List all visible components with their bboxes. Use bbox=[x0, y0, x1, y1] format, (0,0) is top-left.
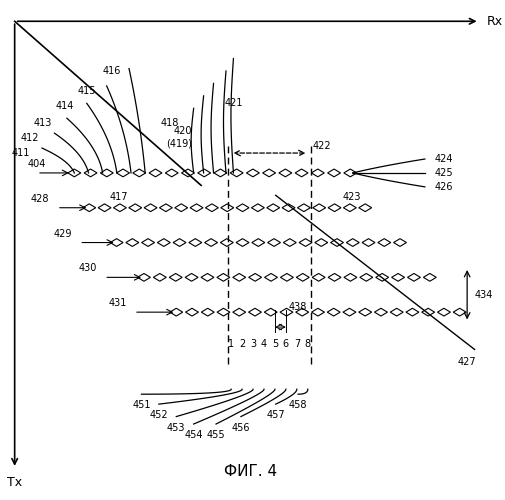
Text: (419): (419) bbox=[166, 138, 192, 148]
Text: 8: 8 bbox=[305, 340, 311, 349]
Text: 414: 414 bbox=[56, 101, 74, 111]
Text: Tx: Tx bbox=[7, 476, 22, 489]
Text: 454: 454 bbox=[184, 430, 203, 440]
Text: 413: 413 bbox=[33, 118, 52, 128]
Text: 416: 416 bbox=[102, 66, 121, 76]
Text: 420: 420 bbox=[174, 126, 192, 136]
Text: 3: 3 bbox=[250, 340, 256, 349]
Text: 456: 456 bbox=[232, 422, 250, 432]
Text: Rx: Rx bbox=[487, 15, 503, 28]
Text: 417: 417 bbox=[110, 192, 128, 202]
Text: 430: 430 bbox=[78, 264, 96, 274]
Text: 422: 422 bbox=[313, 140, 332, 150]
Text: 5: 5 bbox=[272, 340, 278, 349]
Text: 429: 429 bbox=[54, 228, 72, 238]
Text: 4: 4 bbox=[261, 340, 267, 349]
Text: 457: 457 bbox=[267, 410, 285, 420]
Text: 1: 1 bbox=[228, 340, 234, 349]
Text: 438: 438 bbox=[288, 302, 307, 312]
Text: 458: 458 bbox=[289, 400, 308, 410]
Text: 415: 415 bbox=[77, 86, 96, 96]
Text: 431: 431 bbox=[108, 298, 127, 308]
Text: 7: 7 bbox=[294, 340, 300, 349]
Text: 412: 412 bbox=[21, 133, 39, 143]
Text: 453: 453 bbox=[167, 422, 185, 432]
Text: 426: 426 bbox=[435, 182, 453, 192]
Text: 421: 421 bbox=[224, 98, 243, 108]
Text: 452: 452 bbox=[149, 410, 168, 420]
Text: 451: 451 bbox=[132, 400, 150, 410]
Text: 425: 425 bbox=[435, 168, 453, 178]
Text: 455: 455 bbox=[207, 430, 225, 440]
Text: 428: 428 bbox=[31, 194, 49, 204]
Text: ФИГ. 4: ФИГ. 4 bbox=[224, 464, 277, 479]
Text: 424: 424 bbox=[435, 154, 453, 164]
Text: 418: 418 bbox=[161, 118, 179, 128]
Text: 6: 6 bbox=[283, 340, 289, 349]
Text: 411: 411 bbox=[11, 148, 30, 158]
Text: 427: 427 bbox=[457, 357, 476, 367]
Text: 404: 404 bbox=[27, 159, 45, 169]
Text: 434: 434 bbox=[475, 290, 493, 300]
Text: 2: 2 bbox=[239, 340, 245, 349]
Text: 423: 423 bbox=[343, 192, 362, 202]
